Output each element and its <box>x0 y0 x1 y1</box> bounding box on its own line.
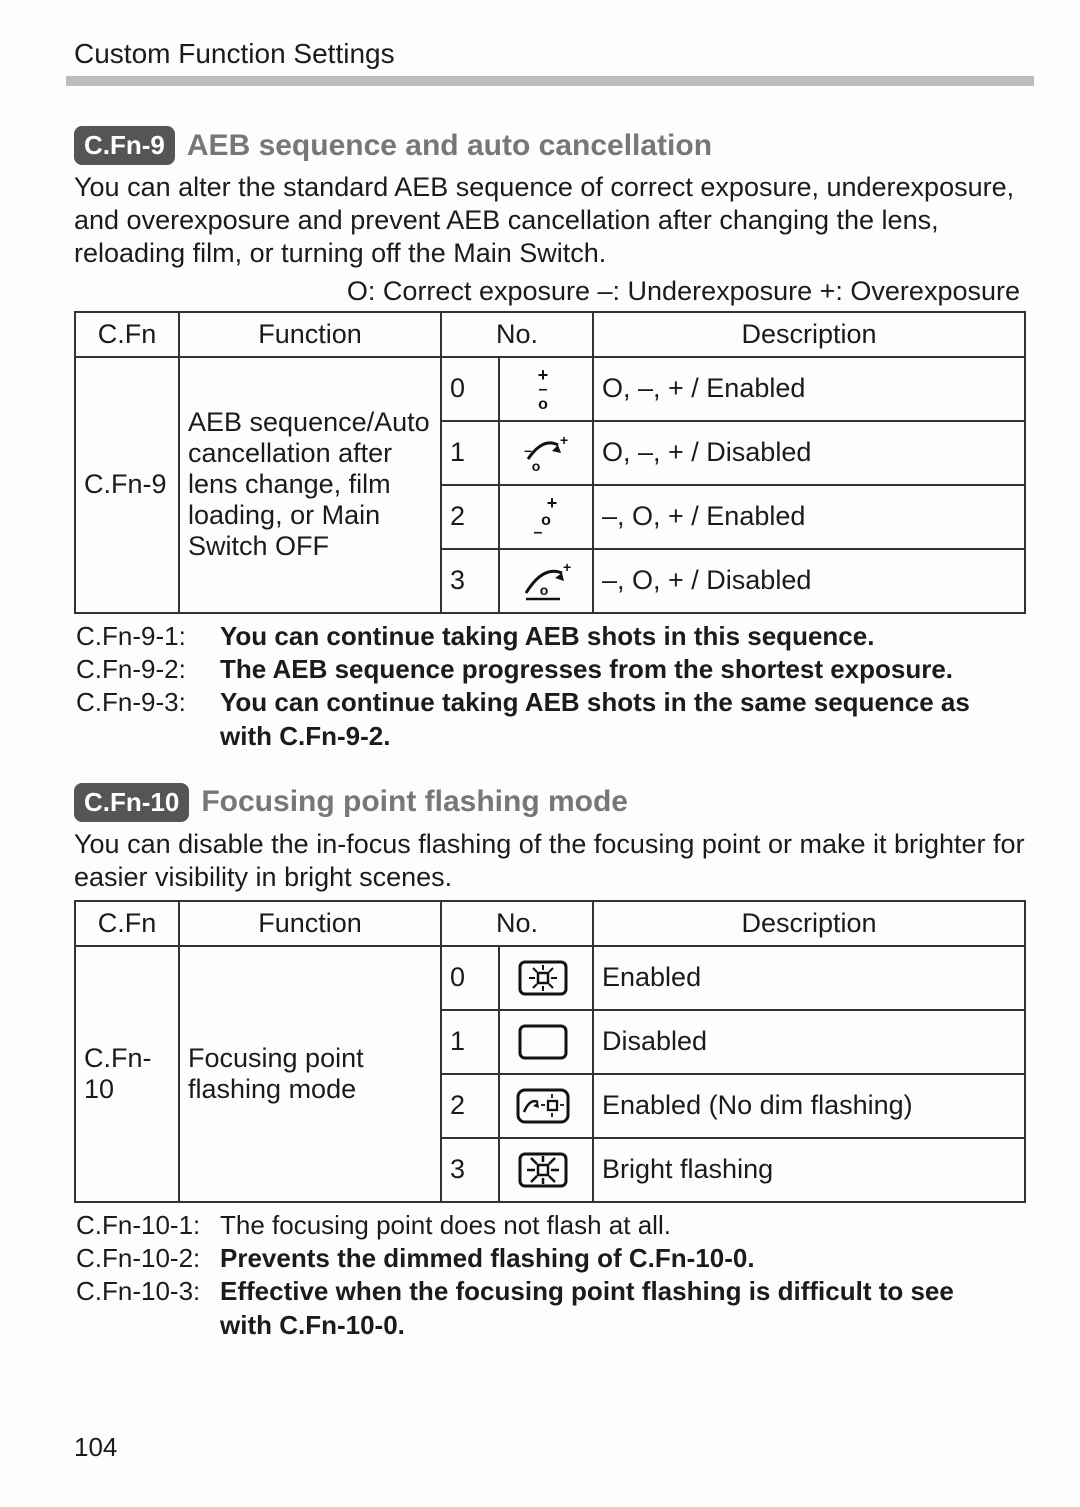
aeb-icon-2: + o – <box>508 495 578 539</box>
note-text: You can continue taking AEB shots in the… <box>220 686 990 753</box>
flash-icon-enabled <box>508 956 578 1000</box>
para-cfn10: You can disable the in-focus flashing of… <box>74 828 1026 894</box>
svg-text:o: o <box>532 458 541 474</box>
svg-text:o: o <box>540 582 549 598</box>
th-no: No. <box>441 901 593 946</box>
svg-text:+: + <box>563 559 571 575</box>
svg-text:+: + <box>560 432 568 448</box>
cell-function: Focusing point flashing mode <box>179 946 441 1202</box>
notes-cfn10: C.Fn-10-1:The focusing point does not fl… <box>76 1209 1026 1342</box>
cell-no: 1 <box>441 421 499 485</box>
svg-text:o: o <box>541 512 551 529</box>
cell-icon: – + o <box>499 421 593 485</box>
note-text: Effective when the focusing point flashi… <box>220 1275 990 1342</box>
table-row: C.Fn-9 AEB sequence/Auto cancellation af… <box>75 357 1025 421</box>
cell-icon: o + <box>499 549 593 613</box>
note-text: You can continue taking AEB shots in thi… <box>220 620 990 653</box>
svg-text:o: o <box>538 396 548 411</box>
flash-icon-bright <box>508 1148 578 1192</box>
heading-cfn9: AEB sequence and auto cancellation <box>187 129 712 163</box>
svg-text:+: + <box>547 495 558 513</box>
cell-desc: Disabled <box>593 1010 1025 1074</box>
page-title: Custom Function Settings <box>74 38 1026 70</box>
note-label: C.Fn-9-1: <box>76 620 220 653</box>
badge-cfn9: C.Fn-9 <box>74 126 175 165</box>
cell-no: 2 <box>441 485 499 549</box>
cell-desc: Enabled <box>593 946 1025 1010</box>
cell-icon: + – o <box>499 357 593 421</box>
cell-no: 1 <box>441 1010 499 1074</box>
para-cfn9: You can alter the standard AEB sequence … <box>74 171 1026 270</box>
note-text: The focusing point does not flash at all… <box>220 1209 990 1242</box>
table-cfn10: C.Fn Function No. Description C.Fn-10 Fo… <box>74 900 1026 1203</box>
legend-cfn9: O: Correct exposure –: Underexposure +: … <box>74 276 1020 307</box>
svg-text:–: – <box>524 442 532 458</box>
cell-icon <box>499 946 593 1010</box>
cell-desc: Enabled (No dim flashing) <box>593 1074 1025 1138</box>
th-func: Function <box>179 901 441 946</box>
flash-icon-disabled <box>508 1020 578 1064</box>
cell-cfn: C.Fn-9 <box>75 357 179 613</box>
cell-desc: –, O, + / Disabled <box>593 549 1025 613</box>
cell-icon: + o – <box>499 485 593 549</box>
cell-desc: –, O, + / Enabled <box>593 485 1025 549</box>
note-label: C.Fn-10-1: <box>76 1209 220 1242</box>
cell-desc: Bright flashing <box>593 1138 1025 1202</box>
heading-cfn10: Focusing point flashing mode <box>201 785 628 819</box>
cell-icon <box>499 1010 593 1074</box>
notes-cfn9: C.Fn-9-1:You can continue taking AEB sho… <box>76 620 1026 753</box>
th-func: Function <box>179 312 441 357</box>
divider <box>66 76 1034 86</box>
aeb-icon-1: – + o <box>508 431 578 475</box>
aeb-icon-3: o + <box>508 559 578 603</box>
note-label: C.Fn-10-3: <box>76 1275 220 1308</box>
cell-no: 2 <box>441 1074 499 1138</box>
cell-function: AEB sequence/Auto cancellation after len… <box>179 357 441 613</box>
note-text: Prevents the dimmed flashing of C.Fn-10-… <box>220 1242 990 1275</box>
svg-text:–: – <box>534 524 543 539</box>
cell-icon <box>499 1074 593 1138</box>
badge-cfn10: C.Fn-10 <box>74 783 189 822</box>
cell-icon <box>499 1138 593 1202</box>
note-label: C.Fn-9-3: <box>76 686 220 719</box>
cell-cfn: C.Fn-10 <box>75 946 179 1202</box>
cell-desc: O, –, + / Enabled <box>593 357 1025 421</box>
th-cfn: C.Fn <box>75 901 179 946</box>
note-label: C.Fn-9-2: <box>76 653 220 686</box>
cell-no: 0 <box>441 946 499 1010</box>
flash-icon-nodim <box>508 1084 578 1128</box>
th-desc: Description <box>593 901 1025 946</box>
cell-no: 3 <box>441 549 499 613</box>
aeb-icon-0: + – o <box>508 367 578 411</box>
cell-desc: O, –, + / Disabled <box>593 421 1025 485</box>
note-label: C.Fn-10-2: <box>76 1242 220 1275</box>
note-text: The AEB sequence progresses from the sho… <box>220 653 990 686</box>
page-number: 104 <box>74 1432 117 1463</box>
th-cfn: C.Fn <box>75 312 179 357</box>
table-row: C.Fn-10 Focusing point flashing mode 0 <box>75 946 1025 1010</box>
cell-no: 0 <box>441 357 499 421</box>
cell-no: 3 <box>441 1138 499 1202</box>
th-no: No. <box>441 312 593 357</box>
th-desc: Description <box>593 312 1025 357</box>
table-cfn9: C.Fn Function No. Description C.Fn-9 AEB… <box>74 311 1026 614</box>
